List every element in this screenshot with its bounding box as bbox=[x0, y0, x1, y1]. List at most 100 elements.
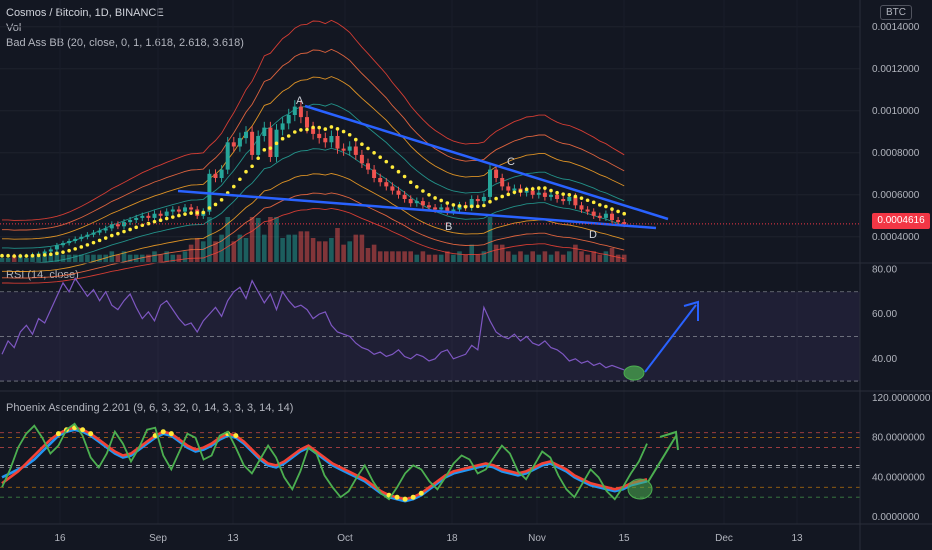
ma-dot bbox=[73, 247, 77, 251]
ma-dot bbox=[347, 132, 352, 137]
volume-bar bbox=[567, 251, 572, 262]
volume-bar bbox=[481, 251, 487, 262]
volume-bar bbox=[188, 244, 194, 262]
symbol-title[interactable]: Cosmos / Bitcoin, 1D, BINANCE bbox=[6, 7, 164, 19]
volume-bar bbox=[286, 234, 291, 262]
ma-dot bbox=[67, 248, 71, 253]
volume-bar bbox=[121, 251, 127, 262]
ma-dot bbox=[152, 219, 157, 224]
bb-band-line bbox=[2, 48, 625, 231]
candle-body bbox=[85, 234, 90, 237]
volume-bar bbox=[414, 254, 420, 262]
volume-bar bbox=[219, 234, 224, 262]
volume-bar bbox=[316, 241, 322, 262]
candle-body bbox=[597, 215, 602, 218]
volume-bar bbox=[615, 254, 621, 262]
ma-dot bbox=[61, 250, 65, 254]
candle-body bbox=[481, 196, 486, 202]
volume-legend[interactable]: Vol bbox=[6, 22, 21, 34]
last-price-tag: 0.0004616 bbox=[872, 213, 930, 229]
candle-body bbox=[268, 127, 273, 157]
ma-dot bbox=[6, 253, 10, 258]
volume-bar bbox=[426, 254, 432, 262]
volume-bar bbox=[591, 251, 596, 262]
candle-body bbox=[115, 224, 120, 227]
volume-bar bbox=[469, 244, 474, 262]
rsi-tick-label: 80.00 bbox=[872, 264, 897, 275]
candle-body bbox=[292, 106, 297, 115]
ma-dot bbox=[311, 125, 315, 130]
phoenix-arrow-head bbox=[659, 430, 679, 451]
volume-bar bbox=[560, 254, 566, 262]
ma-dot bbox=[408, 180, 413, 184]
ma-dot bbox=[598, 203, 602, 207]
candle-body bbox=[353, 146, 358, 155]
candle-body bbox=[408, 199, 413, 204]
volume-bar bbox=[115, 254, 121, 262]
ma-dot bbox=[36, 253, 41, 258]
ma-dot bbox=[232, 184, 236, 189]
ma-dot bbox=[317, 125, 322, 130]
ma-dot bbox=[97, 238, 102, 243]
ma-dot bbox=[476, 204, 480, 209]
ma-dot bbox=[622, 211, 626, 216]
volume-bar bbox=[493, 244, 499, 262]
ma-dot bbox=[427, 193, 431, 197]
ma-dot bbox=[286, 134, 291, 138]
x-tick-label: Dec bbox=[715, 533, 733, 544]
candle-body bbox=[347, 146, 352, 151]
ma-dot bbox=[561, 192, 565, 196]
candle-body bbox=[48, 249, 53, 252]
phoenix-signal-dot bbox=[233, 433, 239, 439]
x-tick-label: 13 bbox=[227, 533, 239, 544]
ma-dot bbox=[12, 254, 16, 258]
candle-body bbox=[378, 178, 383, 183]
y-axis: 0.0014000 0.0012000 0.0010000 0.0008000 0.00… bbox=[872, 22, 931, 523]
currency-button[interactable]: BTC bbox=[880, 5, 912, 20]
ma-dot bbox=[354, 137, 358, 142]
volume-label: Vol bbox=[6, 22, 22, 34]
candle-body bbox=[335, 136, 340, 149]
phoenix-signal-dot bbox=[394, 494, 400, 500]
ma-dot bbox=[122, 229, 126, 234]
ma-dot bbox=[573, 194, 578, 199]
candle-body bbox=[97, 230, 102, 233]
ma-dot bbox=[402, 174, 407, 179]
ma-dot bbox=[250, 164, 254, 169]
candle-body bbox=[329, 136, 334, 143]
candle-body bbox=[573, 196, 578, 206]
volume-bar bbox=[512, 254, 517, 262]
ma-dot bbox=[372, 151, 376, 155]
candle-body bbox=[237, 138, 242, 147]
phoenix-legend[interactable]: Phoenix Ascending 2.201 (9, 6, 3, 32, 0,… bbox=[6, 402, 293, 414]
volume-bar bbox=[292, 234, 298, 262]
candle-body bbox=[390, 186, 395, 191]
volume-bar bbox=[371, 244, 377, 262]
ma-dot bbox=[146, 221, 151, 226]
ma-dot bbox=[55, 251, 59, 256]
volume-bar bbox=[243, 238, 249, 262]
candle-body bbox=[512, 188, 517, 191]
volume-bar bbox=[176, 254, 182, 262]
candle-body bbox=[420, 201, 425, 206]
bb-legend[interactable]: Bad Ass BB (20, close, 0, 1, 1.618, 2.61… bbox=[6, 37, 244, 49]
volume-bar bbox=[207, 217, 212, 262]
volume-bar bbox=[530, 251, 535, 262]
volume-bar bbox=[127, 254, 133, 262]
rsi-arrow-head bbox=[683, 300, 699, 321]
y-tick-label: 0.0006000 bbox=[872, 190, 920, 201]
candle-body bbox=[555, 194, 560, 199]
candle-body bbox=[298, 106, 303, 118]
volume-bar bbox=[609, 248, 615, 262]
ma-dot bbox=[366, 146, 370, 151]
volume-bar bbox=[377, 251, 383, 262]
volume-bar bbox=[554, 251, 560, 262]
volume-bar bbox=[438, 254, 444, 262]
ma-dot bbox=[219, 198, 224, 202]
candle-body bbox=[140, 215, 145, 218]
volume-bar bbox=[402, 251, 407, 262]
volume-bar bbox=[335, 228, 340, 262]
ma-dot bbox=[201, 210, 206, 215]
volume-bar bbox=[42, 254, 47, 262]
